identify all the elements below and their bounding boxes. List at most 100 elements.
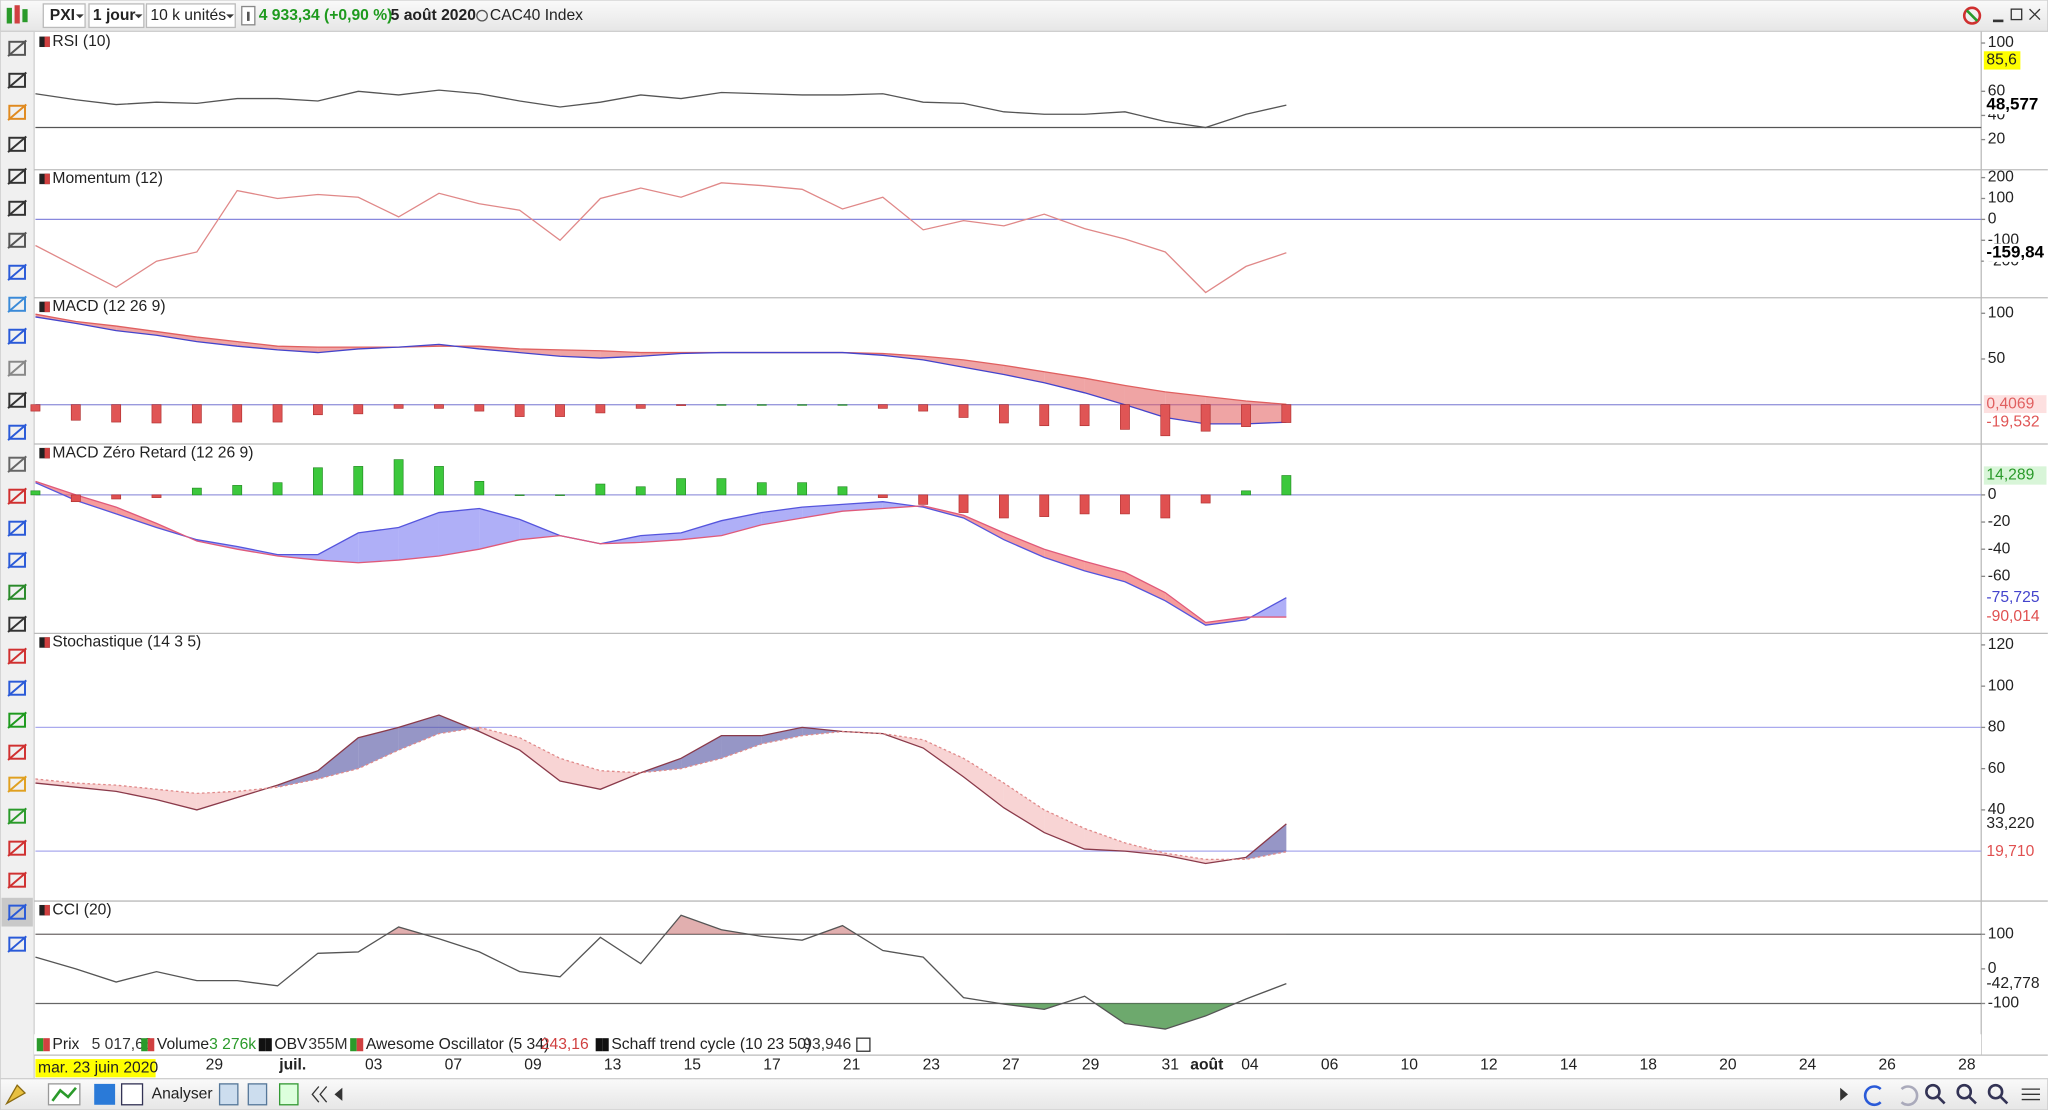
tool-button[interactable] bbox=[7, 263, 27, 281]
tool-button[interactable] bbox=[7, 295, 27, 313]
tool-glyph bbox=[7, 615, 27, 633]
histogram-bar bbox=[474, 481, 485, 496]
tool-button[interactable] bbox=[7, 583, 27, 601]
histogram-bar bbox=[1079, 404, 1090, 427]
band-fill bbox=[1044, 549, 1085, 571]
band-fill bbox=[802, 727, 843, 736]
tool-button[interactable] bbox=[7, 455, 27, 473]
tool-glyph bbox=[7, 935, 27, 953]
band-fill bbox=[317, 737, 359, 779]
band-fill bbox=[196, 337, 238, 347]
last-value-label: -19,532 bbox=[1986, 414, 2039, 431]
period-box[interactable] bbox=[88, 3, 145, 29]
x-tick-label: août bbox=[1190, 1057, 1224, 1074]
tool-button[interactable] bbox=[7, 359, 27, 377]
cursor-date-bg bbox=[35, 1059, 156, 1078]
tool-button[interactable] bbox=[1, 897, 33, 927]
tool-glyph bbox=[7, 135, 27, 153]
panel-title: RSI (10) bbox=[52, 33, 110, 50]
tool-button[interactable] bbox=[7, 775, 27, 793]
tool-button[interactable] bbox=[7, 487, 27, 505]
indicator-line bbox=[35, 726, 1287, 861]
x-tick-label: 04 bbox=[1241, 1057, 1259, 1074]
y-tick-label: 100 bbox=[1988, 677, 2014, 694]
tool-glyph bbox=[7, 199, 27, 217]
legend-name[interactable]: Awesome Oscillator (5 34) bbox=[366, 1036, 549, 1053]
tool-button[interactable] bbox=[7, 135, 27, 153]
histogram-bar bbox=[797, 404, 808, 406]
y-tick-label: 50 bbox=[1988, 350, 2006, 367]
tool-button[interactable] bbox=[7, 679, 27, 697]
tool-button[interactable] bbox=[7, 615, 27, 633]
tool-button[interactable] bbox=[7, 871, 27, 889]
tool-button[interactable] bbox=[7, 391, 27, 409]
legend-name[interactable]: Prix bbox=[52, 1036, 79, 1053]
band-fill bbox=[560, 349, 601, 359]
tool-button[interactable] bbox=[7, 327, 27, 345]
info-glyph bbox=[247, 11, 250, 21]
histogram-bar bbox=[716, 404, 727, 406]
tool-button[interactable] bbox=[7, 103, 27, 121]
tool-glyph bbox=[7, 391, 27, 409]
tool-button[interactable] bbox=[7, 935, 27, 953]
y-tick-label: 100 bbox=[1988, 925, 2014, 942]
histogram-bar bbox=[514, 404, 525, 417]
histogram-bar bbox=[353, 404, 364, 415]
symbol-box[interactable] bbox=[42, 3, 86, 29]
tool-button[interactable] bbox=[7, 551, 27, 569]
bottom-tools[interactable] bbox=[4, 1083, 2040, 1107]
histogram-bar bbox=[1281, 475, 1292, 496]
units-box[interactable] bbox=[145, 3, 236, 29]
tool-button[interactable] bbox=[7, 743, 27, 761]
y-tick-label: 100 bbox=[1988, 190, 2014, 207]
x-tick-label: 10 bbox=[1401, 1057, 1419, 1074]
histogram-bar bbox=[1241, 490, 1251, 496]
histogram-bar bbox=[232, 404, 243, 423]
tool-button[interactable] bbox=[7, 71, 27, 89]
tool-button[interactable] bbox=[7, 423, 27, 441]
legend-value: 93,946 bbox=[803, 1036, 851, 1053]
tool-glyph bbox=[7, 807, 27, 825]
tool-button[interactable] bbox=[7, 39, 27, 57]
analyze-button[interactable]: Analyser bbox=[152, 1085, 213, 1102]
histogram-bar bbox=[756, 482, 767, 496]
x-tick-label: juil. bbox=[278, 1057, 306, 1074]
histogram-bar bbox=[635, 486, 646, 496]
x-tick-label: 06 bbox=[1321, 1057, 1339, 1074]
last-value-bg bbox=[1983, 95, 2047, 115]
last-value-bg bbox=[1983, 842, 2047, 861]
histogram-bar bbox=[70, 494, 81, 503]
tool-button[interactable] bbox=[7, 199, 27, 217]
date: 5 août 2020 bbox=[391, 7, 477, 24]
tool-button[interactable] bbox=[7, 839, 27, 857]
band-fill bbox=[1205, 396, 1246, 424]
tool-button[interactable] bbox=[7, 167, 27, 185]
band-fill bbox=[1084, 828, 1125, 852]
histogram-bar bbox=[676, 404, 686, 406]
window-controls[interactable] bbox=[1962, 6, 2041, 25]
tool-button[interactable] bbox=[7, 711, 27, 729]
tool-button[interactable] bbox=[7, 231, 27, 249]
legend-menu-icon[interactable] bbox=[856, 1037, 871, 1052]
tool-button[interactable] bbox=[7, 519, 27, 537]
legend-name[interactable]: Schaff trend cycle (10 23 50) bbox=[611, 1036, 811, 1053]
histogram-bar bbox=[313, 467, 323, 496]
last-value-label: -42,778 bbox=[1986, 975, 2039, 992]
x-tick-label: 17 bbox=[763, 1057, 780, 1074]
y-tick-label: 0 bbox=[1988, 486, 1997, 503]
tool-glyph bbox=[8, 392, 26, 408]
legend-name[interactable]: OBV bbox=[274, 1036, 308, 1053]
y-tick-label: -40 bbox=[1988, 540, 2011, 557]
tool-button[interactable] bbox=[7, 807, 27, 825]
tool-glyph bbox=[8, 40, 26, 56]
histogram-bar bbox=[353, 466, 364, 496]
band-fill bbox=[519, 519, 561, 540]
legend-name[interactable]: Volume bbox=[157, 1036, 210, 1053]
tool-button[interactable] bbox=[7, 647, 27, 665]
chart-type-icon[interactable] bbox=[6, 5, 28, 24]
histogram-bar bbox=[434, 466, 444, 496]
band-fill bbox=[1084, 561, 1125, 582]
band-fill bbox=[923, 356, 964, 368]
y-tick-label: 200 bbox=[1988, 169, 2014, 186]
